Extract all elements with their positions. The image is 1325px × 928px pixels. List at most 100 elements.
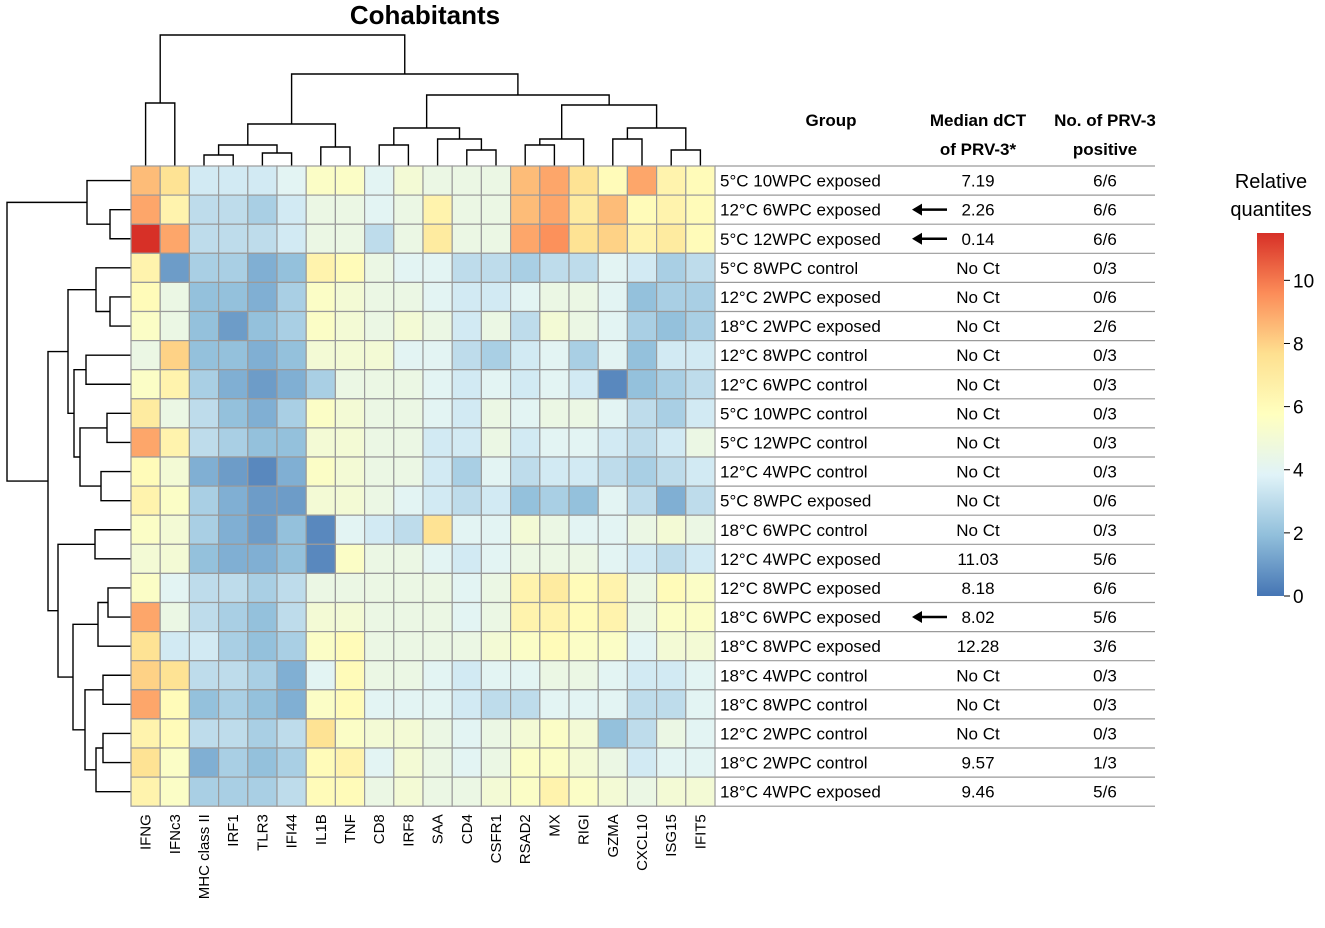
heatmap-cell <box>626 223 658 254</box>
gene-label: IL1B <box>313 814 330 845</box>
column-dendrogram <box>144 34 702 166</box>
heatmap-cell <box>130 165 161 196</box>
heatmap-cell <box>305 252 337 284</box>
heatmap-cells <box>130 165 716 807</box>
heatmap-cell <box>422 747 453 778</box>
heatmap-cell <box>539 340 570 371</box>
gene-label: IFNc3 <box>167 814 184 854</box>
heatmap-cell <box>597 572 629 604</box>
gene-label: SAA <box>430 814 447 844</box>
heatmap-cell <box>626 660 658 691</box>
heatmap-cell <box>159 747 190 778</box>
heatmap-cell <box>626 572 658 604</box>
heatmap-cell <box>218 572 249 604</box>
median-dct-value: No Ct <box>956 521 1000 540</box>
legend-tick-label: 8 <box>1293 334 1304 355</box>
heatmap-cell <box>510 281 541 313</box>
positive-count: 6/6 <box>1093 230 1117 249</box>
heatmap-cell <box>597 194 629 225</box>
heatmap-cell <box>305 514 337 545</box>
median-dct-value: 8.02 <box>961 608 994 627</box>
heatmap-cell <box>597 223 629 254</box>
heatmap-cell <box>480 369 512 400</box>
heatmap-cell <box>626 194 658 225</box>
heatmap-cell <box>451 369 483 400</box>
heatmap-cell <box>393 660 424 691</box>
heatmap-cell <box>597 660 629 691</box>
heatmap-cell <box>626 485 658 516</box>
median-dct-value: No Ct <box>956 724 1000 743</box>
heatmap-cell <box>159 310 190 342</box>
row-dendrogram <box>6 179 131 793</box>
heatmap-cell <box>393 689 424 720</box>
heatmap-cell <box>247 601 278 633</box>
heatmap-cell <box>159 281 190 313</box>
heatmap-cell <box>305 630 337 662</box>
heatmap-cell <box>130 281 161 313</box>
group-label: 5°C 10WPC exposed <box>720 172 881 191</box>
heatmap-cell <box>510 660 541 691</box>
gene-label: ISG15 <box>663 814 680 857</box>
heatmap-cell <box>568 456 599 487</box>
heatmap-cell <box>218 281 249 313</box>
positive-count: 3/6 <box>1093 637 1117 656</box>
heatmap-cell <box>626 252 658 284</box>
heatmap-cell <box>334 747 366 778</box>
heatmap-cell <box>597 514 629 545</box>
heatmap-cell <box>685 630 716 662</box>
heatmap-cell <box>480 223 512 254</box>
heatmap-cell <box>188 427 220 458</box>
heatmap-cell <box>218 456 249 487</box>
heatmap-cell <box>451 514 483 545</box>
positive-count: 6/6 <box>1093 201 1117 220</box>
heatmap-cell <box>597 485 629 516</box>
heatmap-cell <box>422 514 453 545</box>
gene-label: RSAD2 <box>517 814 534 864</box>
legend-tick-label: 10 <box>1293 271 1314 292</box>
positive-count: 0/3 <box>1093 404 1117 423</box>
heatmap-cell <box>276 689 307 720</box>
heatmap-cell <box>626 165 658 196</box>
legend-tick-label: 6 <box>1293 398 1304 419</box>
heatmap-cell <box>539 165 570 196</box>
heatmap-cell <box>188 485 220 516</box>
heatmap-cell <box>510 427 541 458</box>
heatmap-cell <box>393 601 424 633</box>
legend-title-line2: quantites <box>1230 199 1311 221</box>
positive-count: 5/6 <box>1093 608 1117 627</box>
heatmap-cell <box>364 340 395 371</box>
heatmap-cell <box>539 310 570 342</box>
heatmap-cell <box>597 340 629 371</box>
heatmap-cell <box>364 689 395 720</box>
heatmap-cell <box>276 572 307 604</box>
heatmap-cell <box>247 165 278 196</box>
heatmap-cell <box>568 572 599 604</box>
heatmap-cell <box>247 369 278 400</box>
heatmap-cell <box>568 776 599 807</box>
row-dendrogram-branch <box>6 201 87 482</box>
heatmap-cell <box>626 369 658 400</box>
heatmap-cell <box>305 398 337 429</box>
heatmap-cell <box>626 514 658 545</box>
heatmap-cell <box>422 601 453 633</box>
heatmap-cell <box>334 369 366 400</box>
group-label: 18°C 6WPC exposed <box>720 608 881 627</box>
heatmap-cell <box>305 718 337 749</box>
heatmap-cell <box>218 485 249 516</box>
heatmap-cell <box>393 456 424 487</box>
positive-count: 2/6 <box>1093 317 1117 336</box>
heatmap-cell <box>539 543 570 574</box>
heatmap-cell <box>276 427 307 458</box>
heatmap-cell <box>510 718 541 749</box>
heatmap-cell <box>334 252 366 284</box>
heatmap-cell <box>539 689 570 720</box>
gene-label: GZMA <box>605 814 622 857</box>
heatmap-cell <box>305 310 337 342</box>
heatmap-cell <box>393 369 424 400</box>
heatmap-cell <box>626 456 658 487</box>
heatmap-cell <box>247 485 278 516</box>
heatmap-cell <box>247 223 278 254</box>
gene-label: RIGI <box>576 814 593 845</box>
heatmap-cell <box>597 601 629 633</box>
